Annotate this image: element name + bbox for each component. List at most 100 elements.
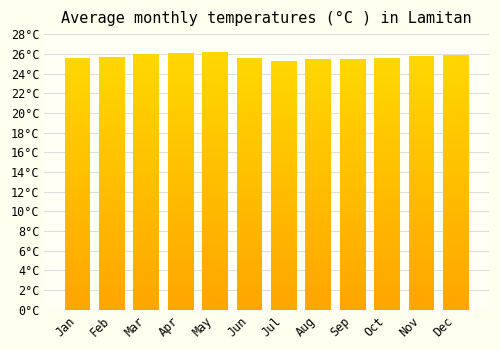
Bar <box>374 302 400 305</box>
Bar <box>236 171 262 174</box>
Bar <box>443 220 468 223</box>
Bar <box>99 264 125 267</box>
Bar <box>340 104 365 106</box>
Bar <box>306 219 331 222</box>
Bar <box>340 192 365 194</box>
Bar <box>408 287 434 289</box>
Bar <box>134 67 159 69</box>
Bar <box>236 106 262 108</box>
Bar <box>202 266 228 268</box>
Bar <box>443 164 468 167</box>
Bar <box>271 140 297 143</box>
Bar <box>202 163 228 165</box>
Bar <box>340 112 365 114</box>
Bar <box>64 144 90 146</box>
Bar <box>202 227 228 230</box>
Bar <box>64 277 90 280</box>
Bar <box>374 196 400 199</box>
Bar <box>99 85 125 87</box>
Bar <box>99 229 125 231</box>
Bar <box>340 292 365 295</box>
Bar <box>168 217 194 220</box>
Bar <box>374 166 400 169</box>
Bar <box>64 65 90 68</box>
Bar <box>64 164 90 166</box>
Bar <box>99 186 125 188</box>
Bar <box>64 226 90 229</box>
Bar <box>306 169 331 172</box>
Bar <box>340 237 365 239</box>
Bar <box>168 120 194 122</box>
Bar <box>202 191 228 194</box>
Bar <box>271 277 297 280</box>
Bar <box>64 106 90 108</box>
Bar <box>134 95 159 97</box>
Bar <box>168 233 194 235</box>
Bar <box>443 169 468 172</box>
Bar <box>443 266 468 269</box>
Bar <box>271 178 297 180</box>
Bar <box>443 63 468 65</box>
Bar <box>202 292 228 294</box>
Bar <box>408 284 434 287</box>
Bar <box>408 79 434 81</box>
Bar <box>64 78 90 80</box>
Bar <box>202 268 228 271</box>
Bar <box>236 204 262 206</box>
Bar <box>306 292 331 295</box>
Bar <box>236 121 262 123</box>
Bar <box>374 247 400 249</box>
Bar <box>236 65 262 68</box>
Bar <box>408 211 434 213</box>
Bar <box>374 226 400 229</box>
Bar <box>408 257 434 259</box>
Bar <box>99 79 125 82</box>
Bar <box>271 155 297 158</box>
Bar <box>99 140 125 143</box>
Bar <box>374 171 400 174</box>
Bar <box>340 250 365 252</box>
Bar <box>374 249 400 252</box>
Bar <box>306 164 331 167</box>
Bar <box>134 218 159 220</box>
Bar <box>374 63 400 65</box>
Bar <box>202 232 228 235</box>
Bar <box>306 297 331 300</box>
Bar <box>236 196 262 199</box>
Bar <box>374 280 400 282</box>
Bar <box>306 215 331 217</box>
Bar <box>168 135 194 138</box>
Bar <box>374 98 400 101</box>
Bar <box>202 225 228 227</box>
Bar <box>443 304 468 307</box>
Bar <box>64 101 90 103</box>
Bar <box>64 206 90 209</box>
Bar <box>134 282 159 284</box>
Bar <box>306 136 331 139</box>
Bar <box>271 170 297 173</box>
Bar <box>99 62 125 64</box>
Bar <box>134 105 159 108</box>
Bar <box>340 227 365 230</box>
Bar <box>134 292 159 294</box>
Bar <box>64 108 90 111</box>
Bar <box>236 232 262 234</box>
Bar <box>340 106 365 109</box>
Bar <box>408 193 434 196</box>
Bar <box>443 116 468 119</box>
Bar <box>443 85 468 88</box>
Bar <box>340 169 365 172</box>
Bar <box>271 267 297 270</box>
Bar <box>99 57 125 60</box>
Bar <box>99 196 125 198</box>
Bar <box>134 108 159 110</box>
Bar <box>134 133 159 136</box>
Bar <box>306 250 331 252</box>
Bar <box>236 116 262 118</box>
Bar <box>340 121 365 124</box>
Bar <box>64 148 90 151</box>
Bar <box>374 232 400 234</box>
Bar <box>443 292 468 294</box>
Bar <box>168 294 194 297</box>
Bar <box>168 117 194 120</box>
